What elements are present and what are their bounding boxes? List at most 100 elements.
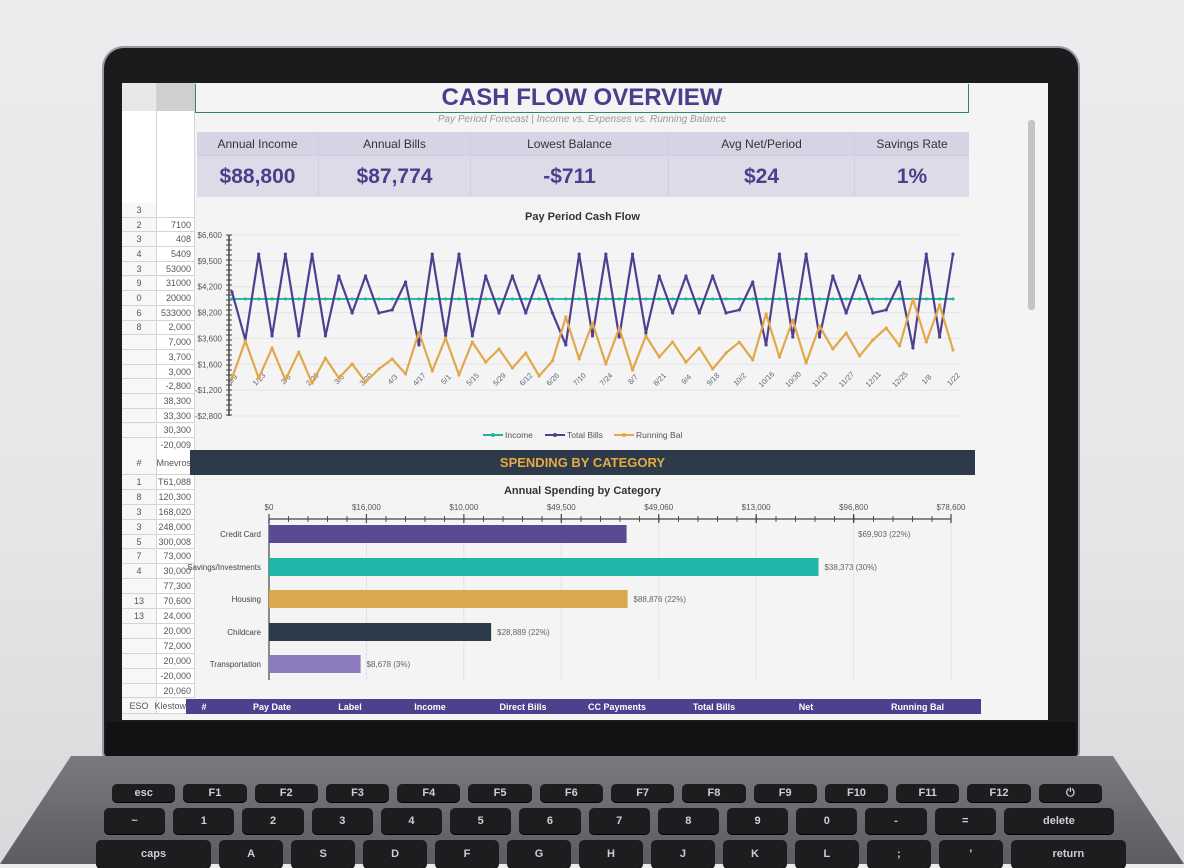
key[interactable]: esc xyxy=(112,784,176,802)
key[interactable]: F4 xyxy=(397,784,461,802)
key[interactable]: F2 xyxy=(254,784,318,802)
spreadsheet-cell[interactable] xyxy=(122,111,157,203)
spreadsheet-cell[interactable]: 31000 xyxy=(157,276,195,292)
spreadsheet-cell[interactable]: 20,060 xyxy=(157,683,195,699)
key[interactable]: = xyxy=(934,808,996,834)
key[interactable]: delete xyxy=(1003,808,1115,834)
spreadsheet-cell[interactable]: 120,300 xyxy=(157,489,195,505)
kpi-avg-net[interactable]: Avg Net/Period $24 xyxy=(669,132,855,197)
spreadsheet-cell[interactable]: 20,000 xyxy=(157,653,195,669)
spreadsheet-cell[interactable]: 3 xyxy=(122,504,157,520)
spreadsheet-cell[interactable]: 7100 xyxy=(157,217,195,233)
key[interactable]: F11 xyxy=(896,784,960,802)
column-header[interactable]: Direct Bills xyxy=(499,701,547,712)
spreadsheet-cell[interactable] xyxy=(122,350,157,365)
spreadsheet-cell[interactable]: 20,000 xyxy=(157,624,195,639)
spreadsheet-header-cell[interactable]: Mnevros xyxy=(156,451,195,475)
key[interactable]: F8 xyxy=(682,784,746,802)
column-header[interactable]: Running Bal xyxy=(891,701,944,712)
column-header[interactable]: CC Payments xyxy=(587,701,647,712)
key[interactable]: 8 xyxy=(657,808,719,834)
spreadsheet-cell[interactable]: 168,020 xyxy=(157,504,195,520)
spreadsheet-cell[interactable]: 2 xyxy=(122,217,157,233)
column-header[interactable]: Net xyxy=(798,701,814,712)
spreadsheet-cell[interactable] xyxy=(122,683,157,699)
spreadsheet-cell[interactable] xyxy=(122,335,157,350)
spreadsheet-cell[interactable]: -20,000 xyxy=(157,668,195,684)
spreadsheet-cell[interactable]: 8 xyxy=(122,320,157,336)
key[interactable]: 2 xyxy=(242,808,304,834)
page-title[interactable]: CASH FLOW OVERVIEW xyxy=(195,84,969,113)
column-header[interactable]: # xyxy=(201,701,207,712)
column-header[interactable]: Label xyxy=(338,701,362,712)
spreadsheet-cell[interactable]: 72,000 xyxy=(157,638,195,654)
key[interactable]: return xyxy=(1010,840,1126,868)
spreadsheet-cell[interactable]: -2,800 xyxy=(157,379,195,395)
key[interactable]: K xyxy=(722,840,787,868)
key[interactable]: ~ xyxy=(104,808,166,834)
spreadsheet-cell[interactable]: 24,000 xyxy=(157,609,195,624)
spreadsheet-cell[interactable]: 30,000 xyxy=(157,564,195,580)
key[interactable]: F xyxy=(435,840,500,868)
column-header[interactable]: Total Bills xyxy=(692,701,736,712)
spreadsheet-cell[interactable] xyxy=(157,203,195,218)
key[interactable]: 4 xyxy=(380,808,443,834)
key[interactable]: 9 xyxy=(726,808,789,834)
key[interactable]: 6 xyxy=(519,808,581,834)
spreadsheet-cell[interactable]: 9 xyxy=(122,276,157,292)
spreadsheet-cell[interactable] xyxy=(122,364,157,380)
spreadsheet-cell[interactable] xyxy=(122,408,157,424)
spreadsheet-cell[interactable]: 248,000 xyxy=(157,519,195,535)
spreadsheet-cell[interactable]: 7,000 xyxy=(157,335,195,350)
spreadsheet-cell[interactable]: 20000 xyxy=(157,291,195,306)
key[interactable]: 1 xyxy=(173,808,235,834)
spreadsheet-cell[interactable]: 33,300 xyxy=(157,408,195,424)
spreadsheet-cell[interactable] xyxy=(122,423,157,439)
spreadsheet-cell[interactable]: 73,000 xyxy=(157,549,195,565)
spreadsheet-cell[interactable]: 38,300 xyxy=(157,394,195,409)
spreadsheet-cell[interactable] xyxy=(122,638,157,654)
key[interactable]: ' xyxy=(938,840,1003,868)
spreadsheet-cell[interactable] xyxy=(122,379,157,395)
spreadsheet-cell[interactable]: 0 xyxy=(122,291,157,306)
column-header[interactable]: Income xyxy=(414,701,446,712)
spreadsheet-cell[interactable]: 3 xyxy=(122,203,157,218)
spreadsheet-cell[interactable]: 2,000 xyxy=(157,320,195,336)
spreadsheet-cell[interactable]: 3,000 xyxy=(157,364,195,380)
spreadsheet-cell[interactable] xyxy=(122,653,157,669)
spreadsheet-cell[interactable]: 5409 xyxy=(157,247,195,262)
key[interactable]: J xyxy=(650,840,715,868)
key[interactable]: F9 xyxy=(753,784,817,802)
spreadsheet-cell[interactable] xyxy=(157,111,195,203)
spreadsheet-cell[interactable] xyxy=(122,579,157,595)
spreadsheet-cell[interactable]: 3 xyxy=(122,261,157,277)
vertical-scrollbar[interactable] xyxy=(1028,120,1035,310)
spreadsheet-cell[interactable]: 5 xyxy=(122,534,157,550)
key[interactable]: F10 xyxy=(824,784,889,802)
key[interactable]: F6 xyxy=(539,784,603,802)
spreadsheet-cell[interactable]: ESO xyxy=(122,699,157,714)
kpi-savings-rate[interactable]: Savings Rate 1% xyxy=(855,132,969,197)
key[interactable]: F3 xyxy=(325,784,390,802)
spreadsheet-cell[interactable]: 3 xyxy=(122,519,157,535)
key[interactable]: G xyxy=(507,840,571,868)
kpi-annual-income[interactable]: Annual Income $88,800 xyxy=(197,132,319,197)
key[interactable]: D xyxy=(363,840,428,868)
spreadsheet-cell[interactable] xyxy=(122,668,157,684)
spreadsheet-cell[interactable]: 4 xyxy=(122,564,157,580)
key[interactable]: F5 xyxy=(468,784,532,802)
spreadsheet-cell[interactable]: 8 xyxy=(122,489,157,505)
spreadsheet-cell[interactable]: 53000 xyxy=(157,261,195,277)
key[interactable]: A xyxy=(219,840,284,868)
spreadsheet-cell[interactable]: 4 xyxy=(122,247,157,262)
spreadsheet-cell[interactable]: 1 xyxy=(122,475,157,490)
spreadsheet-cell[interactable]: 77,300 xyxy=(157,579,195,595)
spreadsheet-cell[interactable]: 408 xyxy=(157,232,195,248)
key[interactable]: H xyxy=(579,840,643,868)
spreadsheet-cell[interactable] xyxy=(122,624,157,639)
spreadsheet-cell[interactable] xyxy=(122,394,157,409)
key[interactable]: caps xyxy=(96,840,212,868)
key[interactable]: 5 xyxy=(450,808,512,834)
spreadsheet-cell[interactable]: 3,700 xyxy=(157,350,195,365)
key[interactable]: ⏻ xyxy=(1038,784,1102,802)
